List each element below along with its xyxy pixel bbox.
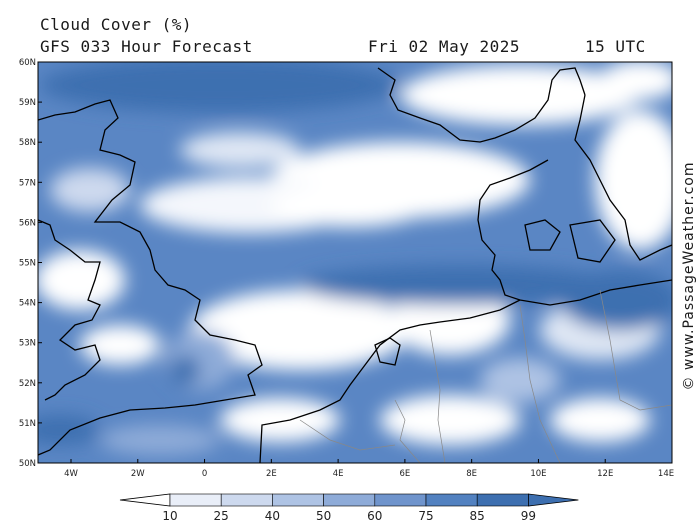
lat-label: 56N [19,218,36,228]
legend-label: 85 [470,509,485,523]
lat-label: 58N [19,138,36,148]
cloud-cover-legend: 10 25 40 50 60 75 85 99 [119,493,579,523]
borders [299,289,672,463]
lat-label: 60N [19,58,36,68]
lon-label: 0 [202,469,207,479]
legend-swatch [425,493,478,507]
lat-label: 54N [19,299,36,309]
site-credit: © www.PassageWeather.com [681,161,697,391]
legend-label: 25 [214,509,229,523]
lon-label: 2E [266,469,277,479]
forecast-date: Fri 02 May 2025 [368,37,520,56]
longitude-labels: 4W 2W 0 2E 4E 6E 8E 10E 12E 14E [64,459,674,479]
legend-label: 40 [265,509,280,523]
legend-swatch [476,493,529,507]
map-title: Cloud Cover (%) [40,15,192,34]
legend-swatch [374,493,427,507]
legend-label: 50 [316,509,331,523]
legend-label: 75 [418,509,433,523]
legend-swatch [323,493,376,507]
lon-label: 4E [333,469,344,479]
forecast-time: 15 UTC [585,37,646,56]
lon-label: 14E [658,469,674,479]
cloud-field [38,62,672,463]
lat-label: 53N [19,339,36,349]
legend-right-arrow [528,493,579,507]
lon-label: 2W [131,469,145,479]
legend-swatch [272,493,324,507]
lon-label: 8E [466,469,477,479]
legend-swatch [220,493,273,507]
coastlines [38,67,672,463]
forecast-model: GFS 033 Hour Forecast [40,37,253,56]
lon-label: 10E [530,469,546,479]
legend-left-arrow [119,493,171,507]
legend-label: 60 [367,509,382,523]
lon-label: 4W [64,469,78,479]
lon-label: 12E [597,469,613,479]
latitude-labels: 60N 59N 58N 57N 56N 55N 54N 53N 52N 51N 50N [19,58,42,469]
lat-label: 52N [19,379,36,389]
legend-label: 10 [162,509,177,523]
legend-label: 99 [521,509,536,523]
lat-label: 50N [19,459,36,469]
lon-label: 6E [399,469,410,479]
lat-label: 51N [19,419,36,429]
legend-swatch [169,493,222,507]
lat-label: 59N [19,98,36,108]
lat-label: 57N [19,178,36,188]
lat-label: 55N [19,259,36,269]
